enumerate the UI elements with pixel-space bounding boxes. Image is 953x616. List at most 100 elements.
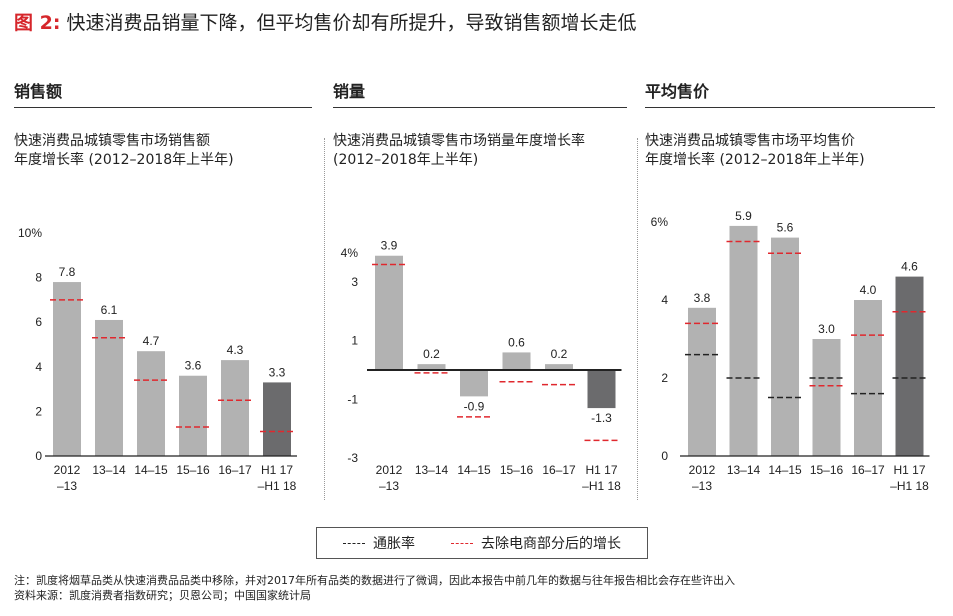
data-label: 0.2: [551, 347, 568, 361]
data-label: 4.6: [901, 260, 918, 274]
x-tick-label: 14–15: [768, 463, 802, 477]
x-tick-label: 16–17: [542, 463, 576, 477]
panel-subtitle: 快速消费品城镇零售市场销售额 年度增长率 (2012–2018年上半年): [14, 132, 312, 170]
panel-sales-volume: 销量 快速消费品城镇零售市场销量年度增长率 (2012–2018年上半年): [333, 78, 627, 170]
bar: [854, 300, 882, 456]
bar: [417, 364, 446, 370]
data-label: 3.0: [818, 322, 835, 336]
bar: [812, 339, 841, 456]
x-tick-label: 2012: [54, 463, 81, 477]
bar: [137, 351, 165, 456]
y-tick-label: 10%: [18, 226, 42, 240]
x-tick-label: 2012: [689, 463, 716, 477]
data-label: 0.2: [423, 347, 440, 361]
y-tick-label: 2: [661, 371, 668, 385]
x-tick-label: –13: [692, 479, 712, 493]
data-label: 5.9: [735, 209, 752, 223]
panel-heading: 销量: [333, 78, 627, 108]
bar: [460, 370, 488, 397]
x-tick-label: –H1 18: [582, 479, 621, 493]
dashed-line-icon: [343, 542, 365, 544]
x-tick-label: H1 17: [261, 463, 293, 477]
x-tick-label: H1 17: [893, 463, 925, 477]
bar: [221, 360, 249, 456]
data-label: 3.8: [694, 291, 711, 305]
data-label: 4.7: [143, 334, 160, 348]
x-tick-label: 13–14: [92, 463, 126, 477]
panel-heading: 销售额: [14, 78, 312, 108]
bar: [771, 237, 799, 456]
x-tick-label: 16–17: [851, 463, 885, 477]
x-tick-label: 15–16: [500, 463, 534, 477]
legend-item-ecommerce: 去除电商部分后的增长: [451, 533, 621, 553]
bar: [53, 282, 81, 456]
x-tick-label: –13: [57, 479, 77, 493]
panel-subtitle-line: 快速消费品城镇零售市场平均售价: [645, 133, 855, 149]
figure-title: 图 2: 快速消费品销量下降，但平均售价却有所提升，导致销售额增长走低: [14, 8, 637, 35]
data-label: 0.6: [508, 335, 525, 349]
y-tick-label: 4%: [341, 246, 359, 260]
y-tick-label: 4: [661, 293, 668, 307]
bar: [545, 364, 573, 370]
bar: [263, 382, 291, 456]
source-note: 资料来源：凯度消费者指数研究；贝恩公司；中国国家统计局: [14, 589, 311, 602]
panel-heading: 平均售价: [645, 78, 935, 108]
bar: [179, 375, 207, 456]
bar: [587, 370, 616, 409]
panel-subtitle-line: 年度增长率 (2012–2018年上半年): [645, 152, 865, 168]
panel-average-price: 平均售价 快速消费品城镇零售市场平均售价 年度增长率 (2012–2018年上半…: [645, 78, 935, 170]
data-label: 4.0: [860, 283, 877, 297]
y-tick-label: 3: [351, 275, 358, 289]
data-label: 3.6: [185, 359, 202, 373]
y-tick-label: -3: [347, 451, 358, 465]
data-label: -0.9: [464, 399, 485, 413]
y-tick-label: 4: [35, 360, 42, 374]
data-label: -1.3: [591, 411, 612, 425]
panel-divider: [637, 138, 638, 500]
x-tick-label: 2012: [376, 463, 403, 477]
x-tick-label: 15–16: [176, 463, 210, 477]
data-label: 3.3: [269, 365, 286, 379]
data-label: 3.9: [381, 239, 398, 253]
y-tick-label: 2: [35, 404, 42, 418]
panel-subtitle-line: 快速消费品城镇零售市场销售额: [14, 133, 210, 149]
bar: [729, 225, 758, 456]
dashed-line-icon: [451, 542, 473, 544]
bar: [502, 352, 531, 370]
x-tick-label: 13–14: [727, 463, 761, 477]
panel-subtitle-line: 快速消费品城镇零售市场销量年度增长率: [333, 133, 585, 149]
y-tick-label: 0: [35, 449, 42, 463]
legend-item-inflation: 通胀率: [343, 533, 415, 553]
panel-divider: [324, 138, 325, 500]
panel-sales-value: 销售额 快速消费品城镇零售市场销售额 年度增长率 (2012–2018年上半年): [14, 78, 312, 170]
y-tick-label: 0: [661, 449, 668, 463]
data-label: 5.6: [777, 221, 794, 235]
y-tick-label: 8: [35, 271, 42, 285]
panel-subtitle-line: (2012–2018年上半年): [333, 152, 479, 168]
x-tick-label: –13: [379, 479, 399, 493]
x-tick-label: 14–15: [457, 463, 491, 477]
x-tick-label: 14–15: [134, 463, 168, 477]
y-tick-label: 1: [351, 334, 358, 348]
panel-subtitle: 快速消费品城镇零售市场平均售价 年度增长率 (2012–2018年上半年): [645, 132, 935, 170]
x-tick-label: 16–17: [218, 463, 252, 477]
bar: [688, 307, 716, 456]
figure-number: 图 2:: [14, 12, 61, 34]
data-label: 6.1: [101, 303, 118, 317]
footnote: 注：凯度将烟草品类从快速消费品品类中移除，并对2017年所有品类的数据进行了微调…: [14, 574, 735, 587]
x-tick-label: –H1 18: [258, 479, 297, 493]
y-tick-label: -1: [347, 392, 358, 406]
data-label: 4.3: [227, 343, 244, 357]
x-tick-label: H1 17: [585, 463, 617, 477]
panel-subtitle-line: 年度增长率 (2012–2018年上半年): [14, 152, 234, 168]
legend-label: 通胀率: [373, 536, 415, 552]
panel-subtitle: 快速消费品城镇零售市场销量年度增长率 (2012–2018年上半年): [333, 132, 627, 170]
legend-label: 去除电商部分后的增长: [481, 536, 621, 552]
x-tick-label: –H1 18: [890, 479, 929, 493]
x-tick-label: 15–16: [810, 463, 844, 477]
data-label: 7.8: [59, 265, 76, 279]
bar: [895, 276, 924, 456]
chart-legend: 通胀率 去除电商部分后的增长: [316, 527, 648, 559]
bar: [375, 255, 403, 370]
